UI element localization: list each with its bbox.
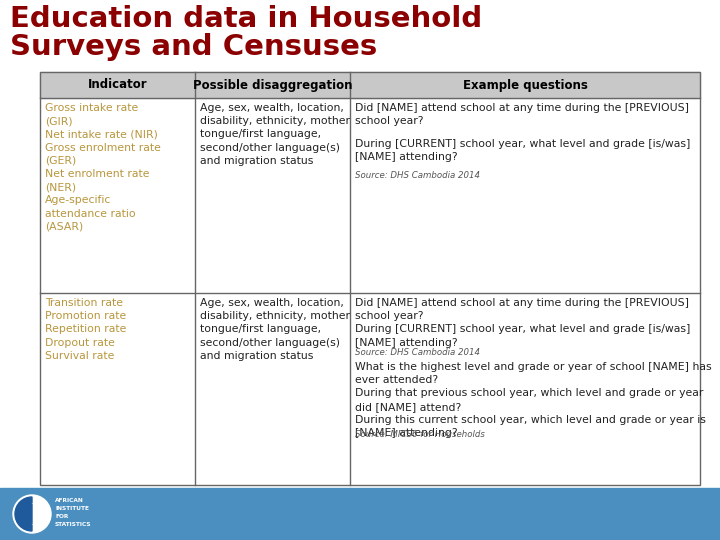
Wedge shape [22,504,32,524]
Text: Did [NAME] attend school at any time during the [PREVIOUS]
school year?
During [: Did [NAME] attend school at any time dur… [355,298,690,348]
Text: Surveys and Censuses: Surveys and Censuses [10,33,377,61]
Text: Transition rate
Promotion rate
Repetition rate
Dropout rate
Survival rate: Transition rate Promotion rate Repetitio… [45,298,127,361]
Bar [0,488,720,540]
Text: Example questions: Example questions [462,78,588,91]
Text: Did [NAME] attend school at any time during the [PREVIOUS]
school year?: Did [NAME] attend school at any time dur… [355,103,689,126]
Text: Indicator: Indicator [88,78,148,91]
Text: Age, sex, wealth, location,
disability, ethnicity, mother
tongue/first language,: Age, sex, wealth, location, disability, … [200,298,350,361]
Text: AFRICAN: AFRICAN [55,497,84,503]
Bar [40,72,700,485]
Text: Source: DHS Cambodia 2014: Source: DHS Cambodia 2014 [355,171,480,180]
Text: Source: MICS6 for Households: Source: MICS6 for Households [355,430,485,439]
Text: Education data in Household: Education data in Household [10,5,482,33]
Circle shape [13,495,51,533]
Text: During [CURRENT] school year, what level and grade [is/was]
[NAME] attending?: During [CURRENT] school year, what level… [355,139,690,162]
Text: INSTITUTE: INSTITUTE [55,505,89,510]
Text: Possible disaggregation: Possible disaggregation [193,78,352,91]
Wedge shape [15,497,32,531]
Text: Age, sex, wealth, location,
disability, ethnicity, mother
tongue/first language,: Age, sex, wealth, location, disability, … [200,103,350,166]
Bar [40,72,700,98]
Text: STATISTICS: STATISTICS [55,522,91,526]
Text: What is the highest level and grade or year of school [NAME] has
ever attended?
: What is the highest level and grade or y… [355,362,711,438]
Text: Gross intake rate
(GIR)
Net intake rate (NIR)
Gross enrolment rate
(GER)
Net enr: Gross intake rate (GIR) Net intake rate … [45,103,161,232]
Text: FOR: FOR [55,514,68,518]
Wedge shape [32,504,42,524]
Text: Source: DHS Cambodia 2014: Source: DHS Cambodia 2014 [355,348,480,357]
